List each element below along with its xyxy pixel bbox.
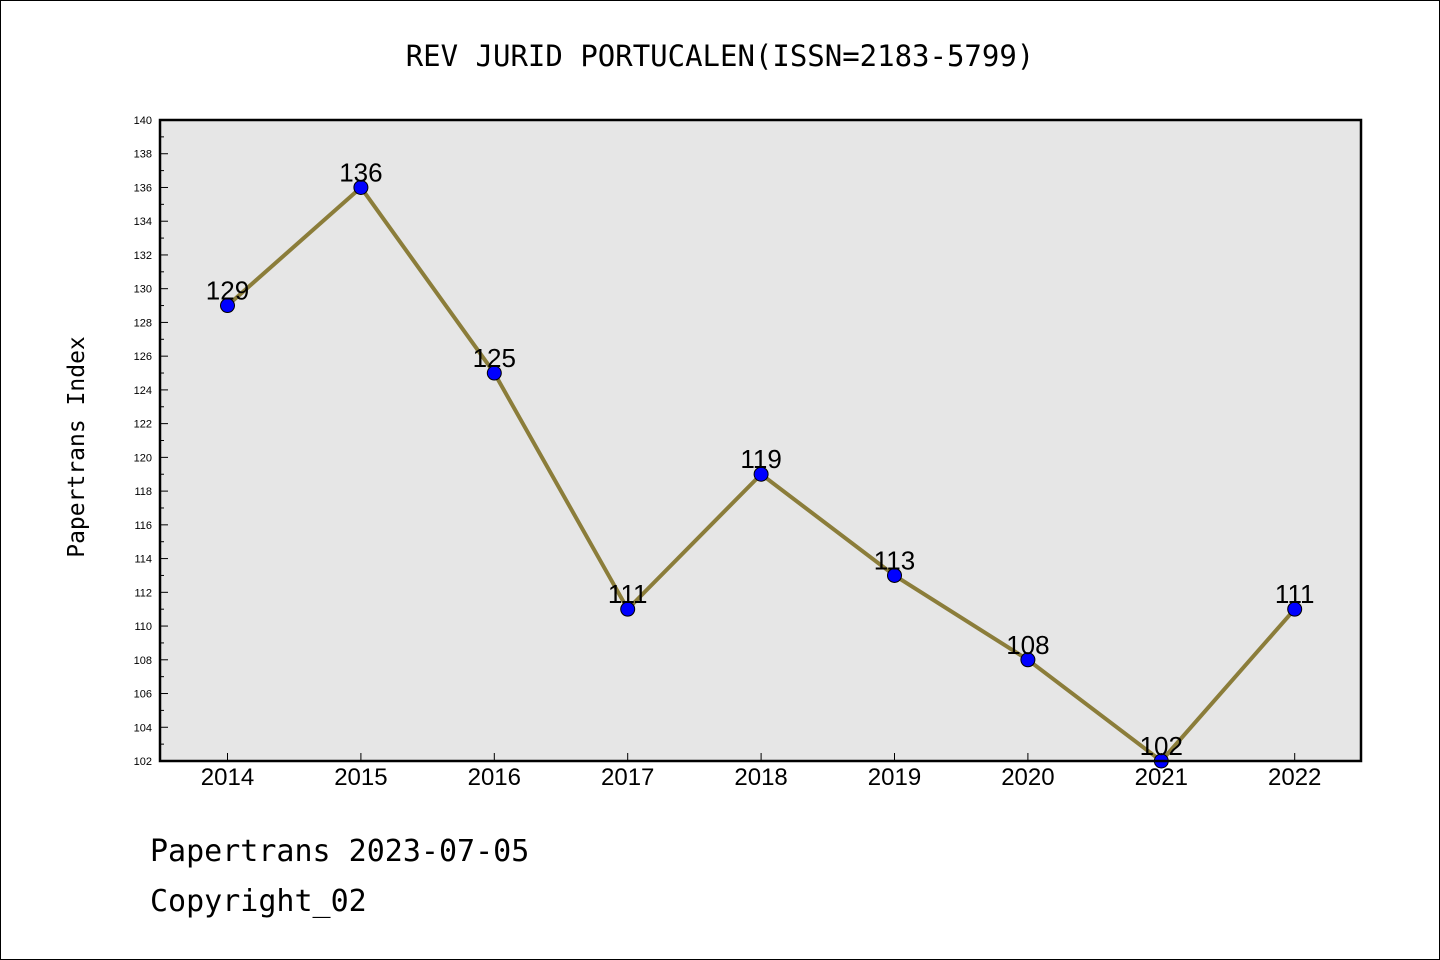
y-tick-label: 130 xyxy=(134,284,152,296)
y-tick-label: 110 xyxy=(134,621,152,633)
data-point xyxy=(486,365,502,381)
plot-border xyxy=(158,118,1363,763)
y-tick-label: 132 xyxy=(134,250,152,262)
x-tick-label: 2018 xyxy=(734,764,787,791)
plot-area xyxy=(160,120,1361,761)
y-tick-label: 140 xyxy=(134,115,152,127)
data-label: 136 xyxy=(339,157,382,187)
y-tick-label: 106 xyxy=(134,689,152,701)
footer-date: Papertrans 2023-07-05 xyxy=(150,834,530,869)
data-label: 102 xyxy=(1140,731,1183,761)
x-tick-label: 2022 xyxy=(1268,764,1321,791)
series-layer: 129 136 125 111 119 113 108 102 111 xyxy=(206,157,1315,769)
y-tick-label: 128 xyxy=(134,317,152,329)
y-tick-label: 122 xyxy=(134,419,152,431)
data-label: 111 xyxy=(1275,579,1315,609)
y-tick-label: 112 xyxy=(134,587,152,599)
data-point xyxy=(620,601,636,617)
y-axis: 102 104 106 108 110 112 114 116 118 120 122 124 126 1… xyxy=(134,115,168,768)
y-tick-label: 134 xyxy=(134,216,152,228)
data-point xyxy=(1287,601,1303,617)
x-axis: 2014 2015 2016 2017 2018 2019 2020 2021 2022 xyxy=(201,753,1321,791)
y-tick-label: 108 xyxy=(134,655,152,667)
data-point xyxy=(1020,652,1036,668)
x-tick-label: 2019 xyxy=(868,764,921,791)
data-point xyxy=(353,179,369,195)
data-label: 108 xyxy=(1006,630,1049,660)
data-point xyxy=(753,466,769,482)
y-tick-label: 136 xyxy=(134,182,152,194)
x-tick-label: 2014 xyxy=(201,764,254,791)
data-label: 125 xyxy=(473,343,516,373)
x-tick-label: 2020 xyxy=(1001,764,1054,791)
x-tick-label: 2016 xyxy=(468,764,521,791)
y-tick-label: 114 xyxy=(134,554,152,566)
data-label: 129 xyxy=(206,276,249,306)
data-label: 111 xyxy=(608,579,648,609)
y-axis-label: Papertrans Index xyxy=(64,336,90,558)
y-tick-label: 104 xyxy=(134,722,152,734)
y-tick-label: 138 xyxy=(134,149,152,161)
footer-copyright: Copyright_02 xyxy=(150,884,367,919)
data-label: 113 xyxy=(874,545,915,575)
data-point xyxy=(887,567,902,583)
y-tick-label: 118 xyxy=(134,486,152,498)
y-tick-label: 126 xyxy=(134,351,152,363)
x-tick-label: 2017 xyxy=(601,764,654,791)
data-label: 119 xyxy=(740,444,781,474)
data-point xyxy=(220,298,235,314)
y-tick-label: 102 xyxy=(134,756,152,768)
y-tick-label: 124 xyxy=(134,385,152,397)
y-tick-label: 120 xyxy=(134,452,152,464)
y-tick-label: 116 xyxy=(134,520,152,532)
chart-title: REV JURID PORTUCALEN(ISSN=2183-5799) xyxy=(406,39,1035,73)
x-tick-label: 2015 xyxy=(334,764,387,791)
